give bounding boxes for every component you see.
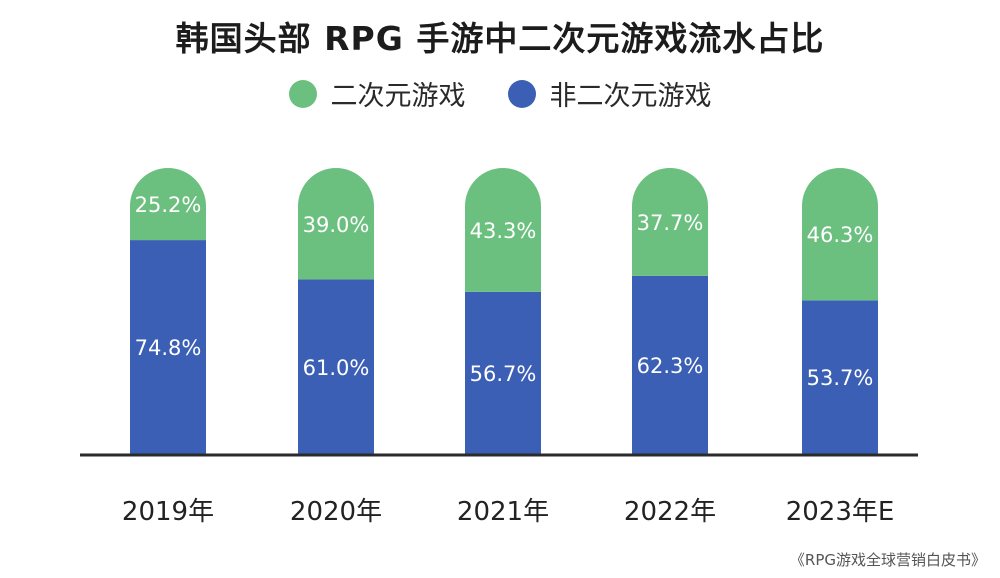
legend-item-anime: 二次元游戏: [288, 74, 466, 113]
bar-anime-0: [130, 168, 206, 241]
data-label-non-anime-4: 53.7%: [807, 366, 874, 390]
bar-anime-2: [465, 168, 541, 292]
data-label-non-anime-3: 62.3%: [637, 354, 704, 378]
chart-title: 韩国头部 RPG 手游中二次元游戏流水占比: [175, 19, 825, 58]
legend: 二次元游戏 非二次元游戏: [0, 74, 1000, 113]
source-citation: 《RPG游戏全球营销白皮书》: [789, 551, 986, 569]
x-tick-label-0: 2019年: [122, 497, 214, 527]
x-tick-label-3: 2022年: [624, 497, 716, 527]
bar-anime-4: [802, 168, 878, 301]
data-label-anime-3: 37.7%: [637, 211, 704, 235]
data-label-non-anime-1: 61.0%: [303, 356, 370, 380]
bar-non-anime-4: [802, 300, 878, 454]
x-tick-label-1: 2020年: [290, 497, 382, 527]
bar-non-anime-2: [465, 291, 541, 454]
legend-swatch-non-anime: [507, 79, 536, 108]
legend-item-non-anime: 非二次元游戏: [507, 74, 712, 113]
bar-anime-1: [298, 168, 374, 280]
data-label-anime-0: 25.2%: [135, 193, 202, 217]
data-label-anime-4: 46.3%: [807, 223, 874, 247]
legend-swatch-anime: [288, 79, 317, 108]
bar-non-anime-1: [298, 279, 374, 454]
data-label-anime-1: 39.0%: [303, 213, 370, 237]
x-tick-label-4: 2023年E: [786, 497, 895, 527]
legend-label-anime: 二次元游戏: [330, 81, 466, 112]
legend-label-non-anime: 非二次元游戏: [549, 81, 712, 112]
x-tick-label-2: 2021年: [457, 497, 549, 527]
data-label-anime-2: 43.3%: [470, 219, 537, 243]
data-label-non-anime-2: 56.7%: [470, 362, 537, 386]
bar-non-anime-3: [632, 275, 708, 454]
bar-non-anime-0: [130, 240, 206, 454]
bar-anime-3: [632, 168, 708, 276]
data-label-non-anime-0: 74.8%: [135, 336, 202, 360]
